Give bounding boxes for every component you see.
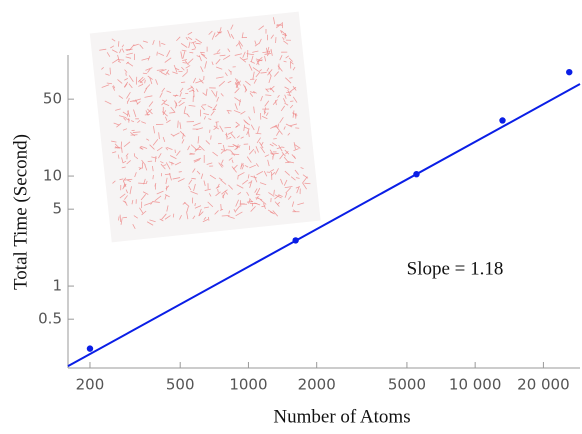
inset-stroke (209, 166, 213, 167)
inset-stroke (182, 98, 186, 99)
annotation: Slope = 1.18 (407, 258, 504, 279)
x-tick-label: 5000 (388, 376, 426, 394)
y-tick-label: 0.5 (38, 310, 62, 328)
inset-stroke (148, 161, 152, 162)
y-tick-label: 1 (52, 277, 62, 295)
inset-stroke (178, 71, 182, 72)
inset-stroke (175, 150, 176, 153)
inset-stroke (273, 138, 277, 139)
inset-stroke (172, 162, 173, 165)
inset-stroke (127, 156, 128, 159)
inset-stroke (179, 172, 182, 173)
inset-stroke (250, 79, 254, 80)
inset-stroke (128, 118, 129, 122)
inset-stroke (244, 144, 248, 145)
y-tick-label: 5 (52, 200, 62, 218)
inset-stroke (135, 118, 139, 119)
x-tick-label: 20 000 (517, 376, 570, 394)
inset-stroke (187, 69, 188, 72)
data-point (499, 117, 505, 123)
data-point (87, 345, 93, 351)
inset-stroke (223, 195, 224, 199)
inset-stroke (161, 173, 162, 176)
inset-stroke (265, 29, 266, 34)
inset-stroke (273, 152, 277, 153)
inset-stroke (122, 217, 127, 218)
inset-image (90, 12, 321, 243)
inset-stroke (249, 146, 250, 150)
x-tick-label: 10 000 (449, 376, 502, 394)
inset-stroke (216, 122, 217, 127)
y-tick-label: 10 (43, 167, 62, 185)
inset-stroke (181, 82, 185, 83)
inset-stroke (218, 143, 222, 144)
data-point (566, 69, 572, 75)
x-tick-label: 2000 (298, 376, 336, 394)
x-tick-label: 200 (76, 376, 105, 394)
x-tick-label: 500 (166, 376, 195, 394)
y-tick-label: 50 (43, 90, 62, 108)
x-axis-label: Number of Atoms (273, 406, 410, 427)
inset-stroke (242, 37, 247, 38)
inset-stroke (207, 47, 208, 52)
x-tick-label: 1000 (229, 376, 267, 394)
y-axis-label: Total Time (Second) (10, 134, 31, 290)
